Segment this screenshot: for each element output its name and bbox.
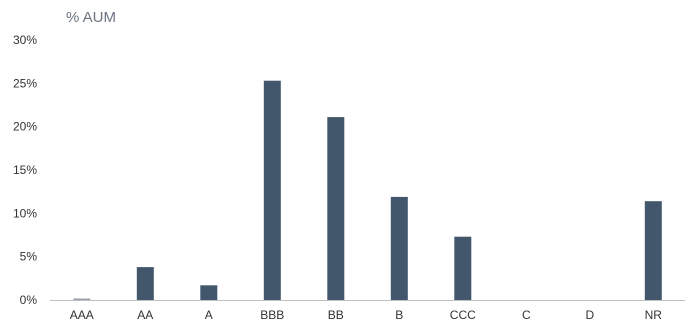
y-tick-label: 30%	[13, 33, 37, 47]
y-tick-label: 25%	[13, 76, 37, 90]
x-tick-label: AAA	[70, 308, 94, 320]
y-tick-label: 5%	[20, 250, 38, 264]
bar-aaa	[73, 298, 91, 300]
bar-b	[390, 196, 408, 300]
x-tick-label: NR	[645, 308, 663, 320]
x-tick-label: A	[205, 308, 213, 320]
bar-bb	[327, 117, 345, 300]
bar-nr	[644, 201, 662, 300]
y-tick-label: 15%	[13, 163, 37, 177]
y-tick-label: 10%	[13, 206, 37, 220]
bars	[73, 80, 662, 300]
y-axis-unit-label: % AUM	[66, 9, 117, 26]
x-tick-label: B	[395, 308, 403, 320]
x-tick-label: CCC	[450, 308, 476, 320]
y-tick-label: 0%	[20, 293, 38, 307]
x-tick-label: D	[585, 308, 594, 320]
x-tick-label: BBB	[260, 308, 284, 320]
bar-ccc	[454, 236, 472, 300]
x-tick-label: BB	[328, 308, 344, 320]
bar-aa	[136, 267, 154, 300]
y-tick-label: 20%	[13, 120, 37, 134]
x-tick-label: AA	[137, 308, 153, 320]
x-axis: AAA AA A BBB BB B CCC C D NR	[70, 308, 663, 320]
x-tick-label: C	[522, 308, 531, 320]
bar-a	[200, 285, 218, 300]
bar-bbb	[263, 80, 281, 300]
y-axis: 0% 5% 10% 15% 20% 25% 30%	[13, 33, 37, 307]
